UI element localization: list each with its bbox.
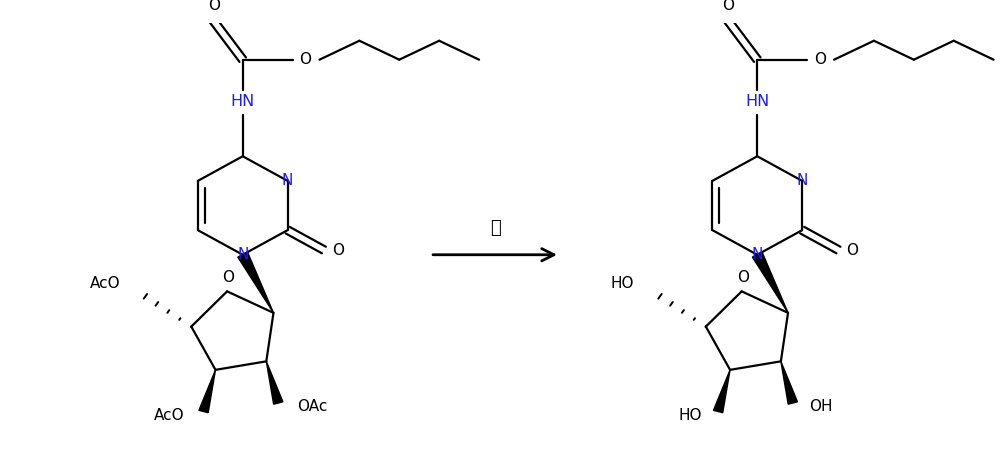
Polygon shape xyxy=(713,370,730,413)
Text: N: N xyxy=(282,173,293,188)
Text: N: N xyxy=(797,173,808,188)
Text: HO: HO xyxy=(678,408,702,423)
Text: AcO: AcO xyxy=(154,408,185,423)
Polygon shape xyxy=(238,253,273,313)
Text: O: O xyxy=(332,243,344,258)
Text: O: O xyxy=(814,52,826,67)
Text: N: N xyxy=(237,247,248,262)
Text: OH: OH xyxy=(809,399,833,415)
Text: O: O xyxy=(737,270,749,285)
Text: O: O xyxy=(222,270,234,285)
Text: O: O xyxy=(208,0,220,13)
Text: O: O xyxy=(300,52,312,67)
Text: HN: HN xyxy=(745,94,769,109)
Text: OAc: OAc xyxy=(297,399,327,415)
Text: O: O xyxy=(722,0,734,13)
Polygon shape xyxy=(266,361,283,404)
Text: N: N xyxy=(752,247,763,262)
Text: HN: HN xyxy=(231,94,255,109)
Polygon shape xyxy=(781,361,797,404)
Polygon shape xyxy=(752,253,788,313)
Text: O: O xyxy=(846,243,858,258)
Polygon shape xyxy=(199,370,216,413)
Text: HO: HO xyxy=(610,276,634,291)
Text: AcO: AcO xyxy=(90,276,121,291)
Text: 碱: 碱 xyxy=(490,219,500,237)
